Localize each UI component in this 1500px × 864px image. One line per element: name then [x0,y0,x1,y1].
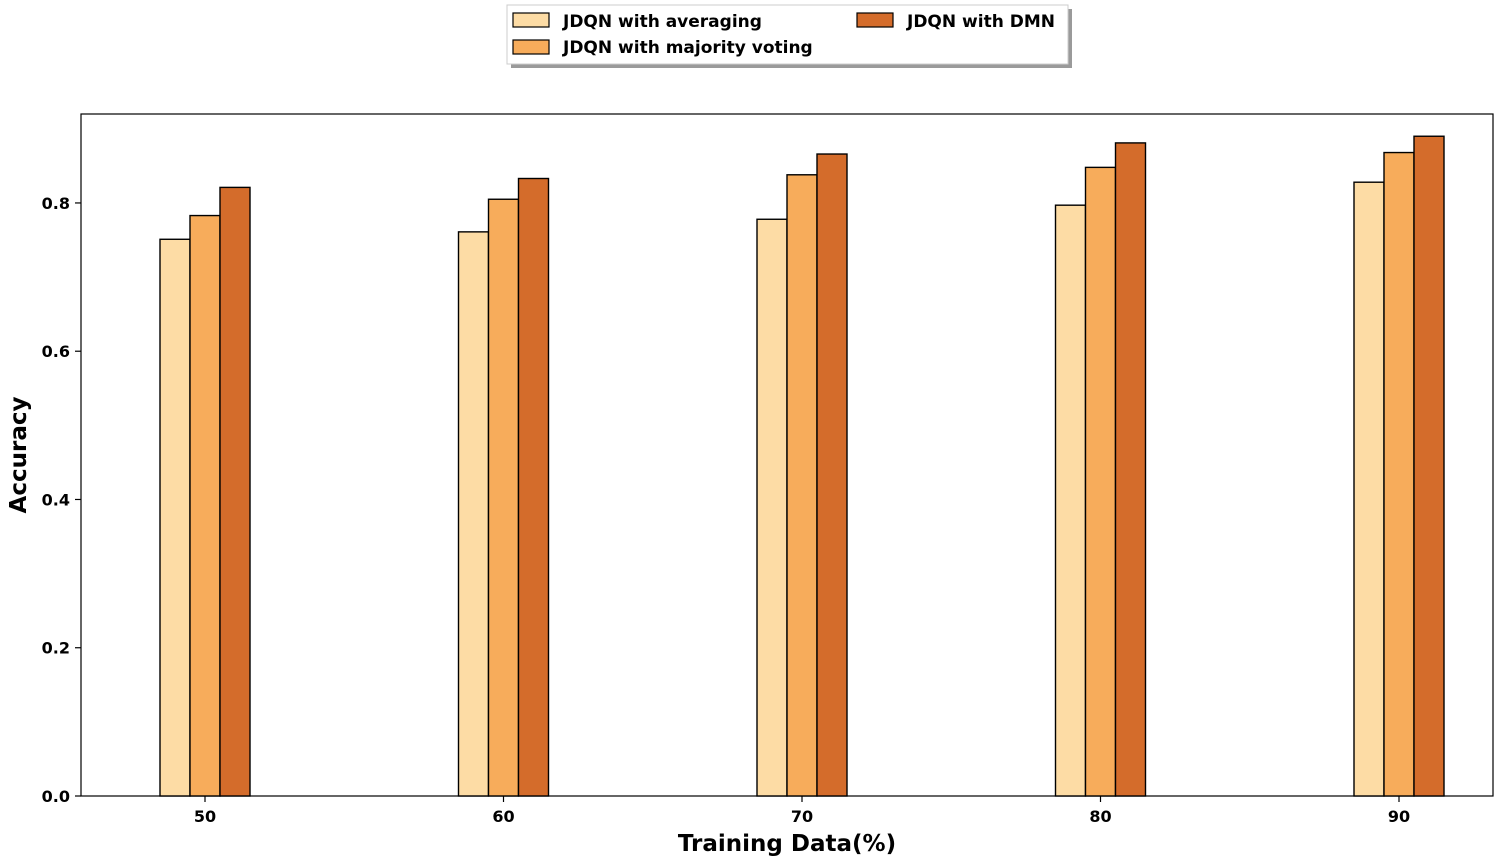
bar-jdqn-with-dmn-60 [517,177,550,797]
y-axis-title: Accuracy [6,397,32,514]
bar-jdqn-with-dmn-90 [1413,135,1445,797]
x-tick-label: 80 [1089,807,1111,826]
bar-jdqn-with-averaging-80 [1054,204,1087,797]
legend-label-majority-voting: JDQN with majority voting [562,38,813,58]
bar-jdqn-with-dmn-80 [1114,142,1147,797]
y-tick-label: 0.6 [42,342,70,361]
x-axis-title: Training Data(%) [678,831,896,857]
bar-jdqn-with-majority-voting-60 [487,198,520,797]
legend-swatch-averaging [512,12,550,28]
legend-swatch-majority-voting [512,39,550,55]
bar-jdqn-with-majority-voting-70 [786,174,818,797]
x-tick-label: 90 [1388,807,1410,826]
y-tick-label: 0.0 [42,787,70,806]
bar-jdqn-with-averaging-60 [457,231,490,797]
bars-group [159,135,1445,797]
y-tick-label: 0.8 [42,194,70,213]
legend: JDQN with averaging JDQN with majority v… [506,4,1072,68]
bar-jdqn-with-dmn-50 [219,186,251,797]
bar-jdqn-with-majority-voting-80 [1084,166,1117,797]
legend-label-dmn: JDQN with DMN [906,12,1055,32]
x-tick-label: 70 [791,807,813,826]
legend-label-averaging: JDQN with averaging [562,12,762,32]
bar-jdqn-with-averaging-90 [1353,181,1385,797]
y-tick-label: 0.2 [42,639,70,658]
bar-jdqn-with-majority-voting-50 [189,214,221,797]
x-axis: 50 60 70 80 90 [194,796,1410,826]
bar-jdqn-with-dmn-70 [816,153,848,797]
legend-swatch-dmn [856,12,894,28]
y-axis: 0.0 0.2 0.4 0.6 0.8 [42,194,81,806]
x-tick-label: 50 [194,807,216,826]
bar-jdqn-with-averaging-70 [756,218,788,797]
legend-box [506,4,1069,65]
y-tick-label: 0.4 [42,490,70,509]
bar-jdqn-with-majority-voting-90 [1383,151,1415,797]
x-tick-label: 60 [492,807,514,826]
bar-jdqn-with-averaging-50 [159,238,191,797]
